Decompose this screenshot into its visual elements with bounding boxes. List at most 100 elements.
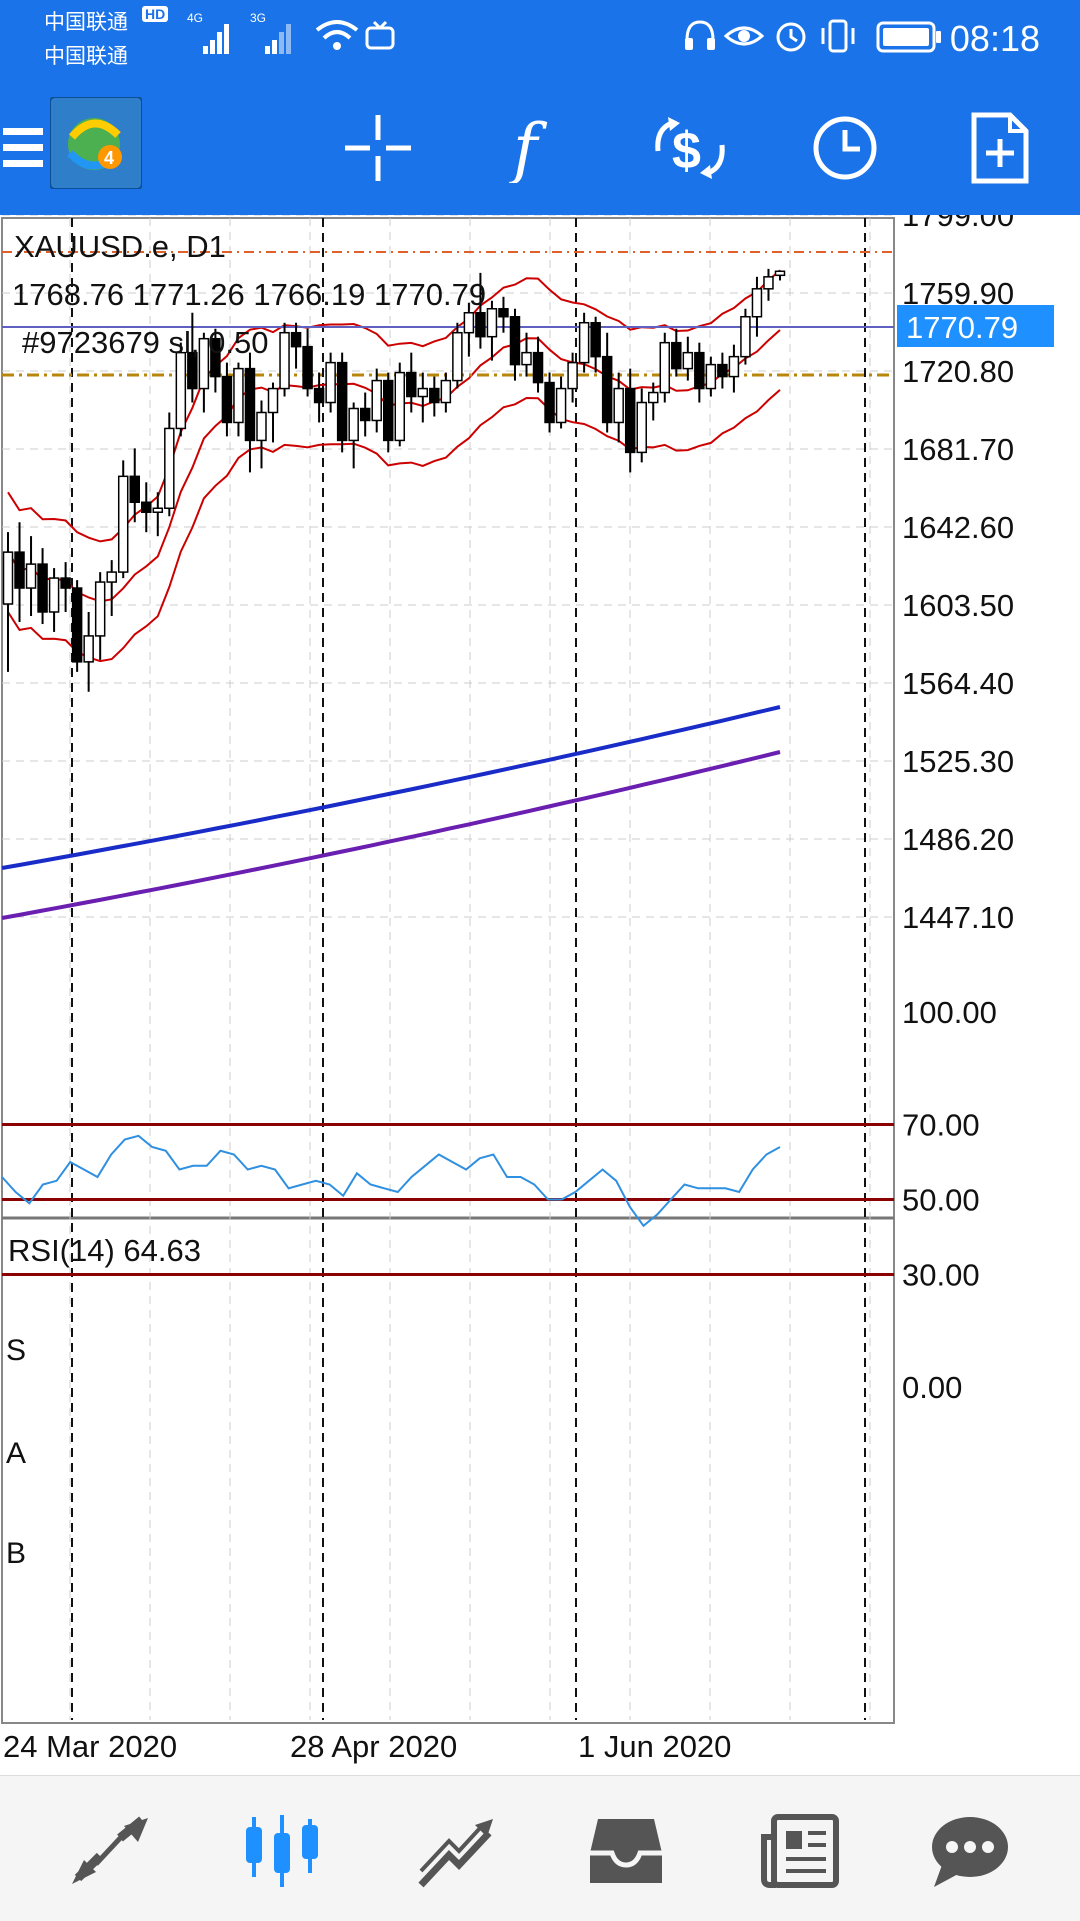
candles: [2, 268, 786, 692]
signal-icon: 4G 3G: [187, 11, 291, 54]
toolbar: 4 f $: [0, 75, 1080, 215]
rsi-tick: 50.00: [902, 1183, 980, 1218]
indicators-icon: f: [508, 113, 548, 183]
price-tick: 1681.70: [902, 432, 1014, 467]
candle-body: [394, 371, 406, 442]
tv-icon: [365, 20, 395, 50]
candle-body: [555, 387, 567, 424]
trade-button[interactable]: $: [645, 103, 735, 193]
chart-area[interactable]: XAUUSD.e, D1 1768.76 1771.26 1766.19 177…: [0, 215, 1080, 1775]
carrier-2: 中国联通: [44, 45, 128, 68]
trade-chart-icon: [418, 1819, 493, 1888]
price-tick: 1486.20: [902, 822, 1014, 857]
candle-body: [740, 315, 751, 358]
menu-button[interactable]: [0, 103, 62, 193]
nav-chat[interactable]: [920, 1806, 1020, 1896]
nav-trade[interactable]: [405, 1806, 505, 1896]
new-order-button[interactable]: [955, 103, 1045, 193]
candle-body: [624, 387, 636, 454]
rsi-axis: 100.00 70.00 50.00 30.00 0.00: [902, 995, 997, 1405]
bollinger-middle: [7, 329, 781, 603]
candle-body: [601, 355, 613, 424]
current-price-value: 1770.79: [906, 310, 1018, 345]
candle-body: [164, 427, 175, 509]
rsi-tick: 70.00: [902, 1108, 980, 1143]
news-icon: [761, 1814, 839, 1888]
bollinger-lower: [7, 389, 781, 663]
alarm-icon: [776, 22, 806, 52]
candle-body: [751, 288, 763, 318]
ohlc-label: 1768.76 1771.26 1766.19 1770.79: [12, 277, 486, 312]
current-price-badge: [897, 305, 1054, 347]
net1-label: 4G: [187, 11, 203, 25]
candle-body: [509, 315, 521, 366]
hd-badge: HD: [142, 6, 169, 22]
wifi-icon: [315, 20, 359, 50]
candle-body: [302, 345, 313, 390]
candle-body: [2, 551, 14, 605]
nav-history[interactable]: [576, 1806, 676, 1896]
ma-purple: [1, 750, 781, 920]
timeframe-icon: [813, 116, 877, 180]
candle-body: [336, 361, 348, 442]
candle-body: [60, 577, 71, 589]
candle-body: [613, 387, 624, 424]
nav-quotes[interactable]: [60, 1806, 160, 1896]
candle-body: [198, 337, 210, 390]
rsi-tick: 0.00: [902, 1370, 962, 1405]
candle-body: [71, 587, 83, 663]
candle-body: [717, 363, 728, 378]
x-label-apr: 28 Apr 2020: [290, 1729, 457, 1764]
candle-body: [83, 635, 94, 663]
timeframe-button[interactable]: [800, 103, 890, 193]
candle-body: [152, 507, 164, 513]
candle-body: [267, 387, 279, 414]
chart-icon: [246, 1815, 318, 1887]
symbol-label: XAUUSD.e, D1: [14, 229, 226, 264]
nav-news[interactable]: [750, 1806, 850, 1896]
candle-body: [313, 387, 325, 404]
history-icon: [590, 1819, 662, 1883]
candle-body: [636, 401, 647, 454]
rsi-tick: 30.00: [902, 1258, 980, 1293]
price-tick: 1799.00: [902, 215, 1014, 233]
marker-a: A: [6, 1437, 26, 1470]
candle-body: [14, 551, 25, 589]
candle-body: [671, 341, 682, 370]
candle-body: [141, 501, 152, 513]
candle-body: [406, 371, 417, 398]
rsi-tick: 100.00: [902, 995, 997, 1030]
moving-averages: [1, 705, 781, 920]
indicators-button[interactable]: f: [490, 103, 580, 193]
price-tick: 1720.80: [902, 354, 1014, 389]
price-tick: 1447.10: [902, 900, 1014, 935]
logo-button[interactable]: 4: [50, 97, 142, 189]
battery-icon: [876, 21, 941, 53]
candle-body: [290, 331, 302, 348]
order-label[interactable]: #9723679 sl, 0.50: [22, 325, 269, 360]
svg-text:4: 4: [104, 148, 114, 168]
x-label-jun: 1 Jun 2020: [578, 1729, 731, 1764]
candle-body: [486, 308, 498, 338]
candle-body: [221, 375, 233, 424]
marker-s: S: [6, 1334, 26, 1367]
ma-blue: [1, 705, 781, 870]
nav-chart[interactable]: [232, 1806, 332, 1896]
candle-body: [544, 381, 555, 424]
rsi-title: RSI(14) 64.63: [8, 1233, 201, 1268]
candle-body: [774, 270, 786, 277]
candle-body: [567, 361, 578, 390]
candle-body: [648, 391, 659, 404]
candle-body: [48, 577, 60, 613]
new-order-icon: [971, 112, 1029, 184]
price-tick: 1642.60: [902, 510, 1014, 545]
candle-body: [210, 337, 221, 378]
grid: [2, 215, 894, 1720]
x-label-mar: 24 Mar 2020: [3, 1729, 177, 1764]
candle-body: [682, 351, 694, 370]
candle-body: [452, 331, 463, 382]
crosshair-button[interactable]: [333, 103, 423, 193]
trade-icon: $: [655, 117, 725, 180]
price-tick: 1564.40: [902, 666, 1014, 701]
candle-body: [498, 308, 509, 318]
